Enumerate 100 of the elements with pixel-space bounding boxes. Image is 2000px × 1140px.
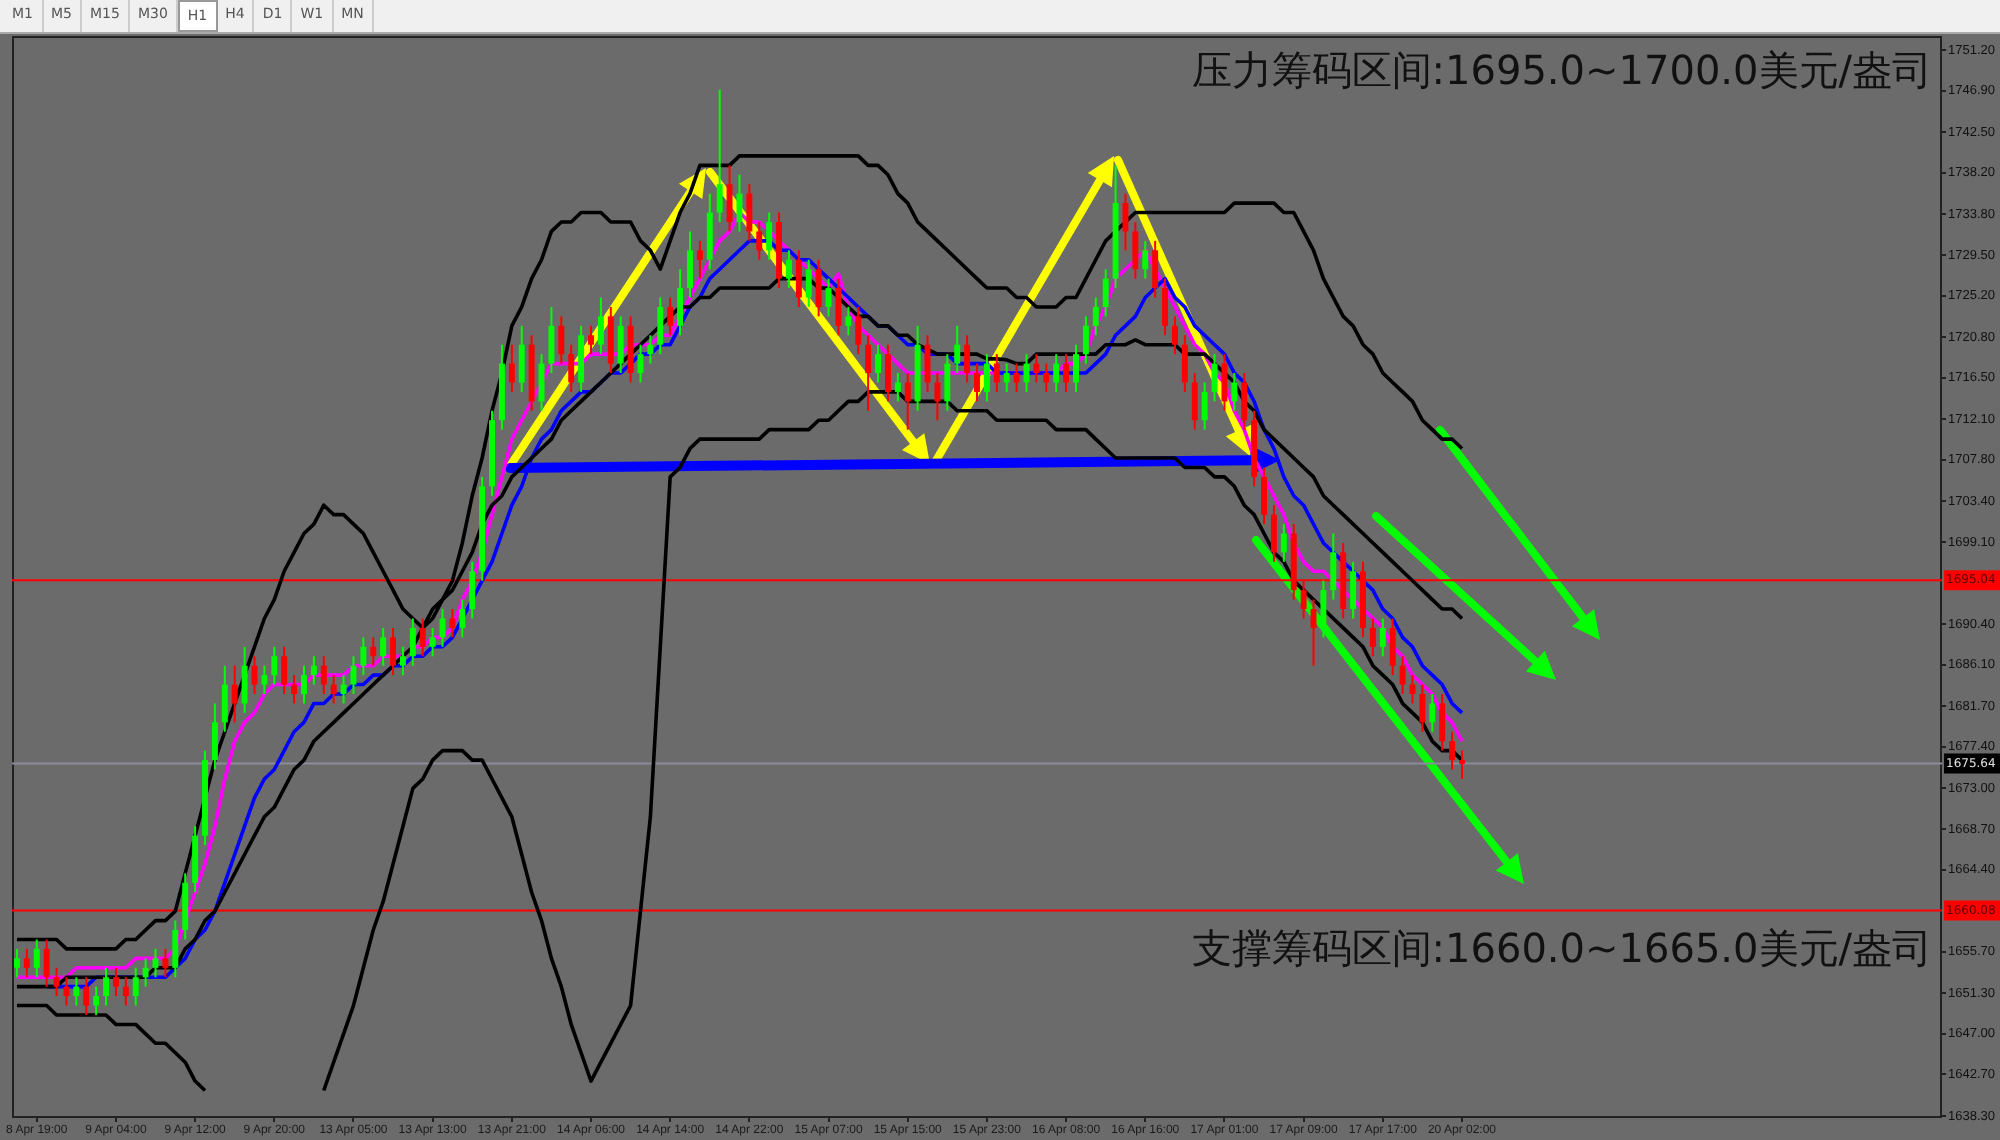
candlestick (63, 976, 70, 1007)
candlestick (1122, 192, 1129, 252)
candlestick (281, 645, 288, 696)
candlestick (687, 230, 693, 299)
candlestick (1082, 315, 1089, 365)
candlestick (469, 560, 476, 620)
candlestick (182, 872, 189, 941)
annotation: 支撑筹码区间:1660.0~1665.0美元/盎司 (1191, 922, 1932, 976)
candlestick (103, 966, 109, 1007)
candlestick (53, 966, 60, 998)
candlestick (1320, 579, 1327, 639)
candlestick (825, 277, 832, 318)
candlestick (815, 258, 822, 318)
candlestick (1270, 504, 1277, 563)
candlestick (904, 372, 911, 431)
candlestick (350, 655, 357, 696)
candlestick (1142, 239, 1149, 280)
candlestick (73, 976, 80, 1007)
candlestick (1201, 381, 1208, 431)
candlestick (1102, 268, 1109, 318)
candlestick (449, 608, 456, 639)
candlestick (1449, 730, 1456, 771)
candlestick (677, 268, 684, 337)
candlestick (1043, 362, 1050, 393)
candlestick (934, 372, 941, 422)
candlestick (1033, 353, 1040, 384)
candlestick (1152, 239, 1159, 299)
candlestick (172, 919, 179, 979)
candlestick (439, 608, 446, 648)
candlestick (974, 362, 980, 403)
candlestick (558, 315, 565, 365)
candlestick (83, 976, 90, 1016)
candlestick (1330, 532, 1337, 601)
candlestick (736, 173, 743, 233)
candlestick (380, 626, 387, 667)
candlestick (1013, 362, 1020, 393)
candlestick (1221, 353, 1228, 412)
candlestick (459, 598, 466, 639)
candlestick (944, 353, 951, 412)
candlestick (1379, 617, 1386, 658)
candlestick (706, 192, 713, 271)
candlestick (419, 617, 426, 658)
candlestick (518, 324, 525, 393)
candlestick (390, 626, 397, 677)
annotation: 压力筹码区间:1695.0~1700.0美元/盎司 (1191, 44, 1932, 98)
candlestick (112, 966, 119, 998)
candlestick (291, 674, 298, 705)
candlestick (43, 938, 50, 988)
candlestick (370, 636, 377, 667)
candlestick (271, 645, 278, 686)
candlestick (1350, 560, 1357, 620)
candlestick (578, 324, 585, 393)
candlestick (756, 220, 763, 261)
candlestick (221, 664, 228, 733)
candlestick (667, 296, 674, 337)
candlestick (657, 296, 664, 356)
candlestick (964, 334, 971, 384)
candlestick (884, 343, 891, 403)
candlestick (241, 645, 248, 714)
candlestick (766, 211, 773, 261)
candlestick (1261, 466, 1267, 526)
candlestick (1092, 296, 1099, 337)
candlestick (993, 353, 1000, 393)
candlestick (360, 636, 367, 677)
candlestick (1073, 343, 1079, 393)
candlestick (983, 353, 990, 403)
candlestick (211, 702, 218, 771)
candlestick (1429, 693, 1436, 733)
candlestick (1369, 617, 1376, 658)
candlestick (399, 645, 406, 677)
candlestick (627, 315, 634, 384)
candlestick (1171, 315, 1178, 356)
candlestick (310, 655, 317, 686)
candlestick (548, 305, 555, 375)
candlestick (597, 296, 604, 356)
candlestick (340, 674, 347, 705)
candlestick (716, 88, 723, 223)
candlestick (726, 164, 733, 233)
candlestick (1181, 334, 1188, 393)
candlestick (261, 664, 268, 696)
candlestick (1231, 372, 1238, 412)
candlestick (805, 258, 812, 308)
candlestick (1211, 353, 1218, 403)
candlestick (301, 664, 307, 705)
candlestick (845, 305, 852, 337)
candlestick (330, 674, 337, 705)
candlestick (894, 372, 901, 403)
candlestick (647, 334, 654, 365)
candlestick (1389, 617, 1396, 677)
candlestick (23, 947, 30, 979)
candlestick (508, 343, 515, 393)
candlestick (1459, 749, 1465, 780)
candlestick (162, 947, 169, 979)
candlestick (568, 343, 575, 393)
candlestick (93, 985, 100, 1016)
candlestick (746, 183, 753, 242)
candlestick (33, 938, 40, 979)
candlestick (617, 315, 624, 375)
candlestick (231, 664, 238, 724)
candlestick (1191, 372, 1198, 431)
